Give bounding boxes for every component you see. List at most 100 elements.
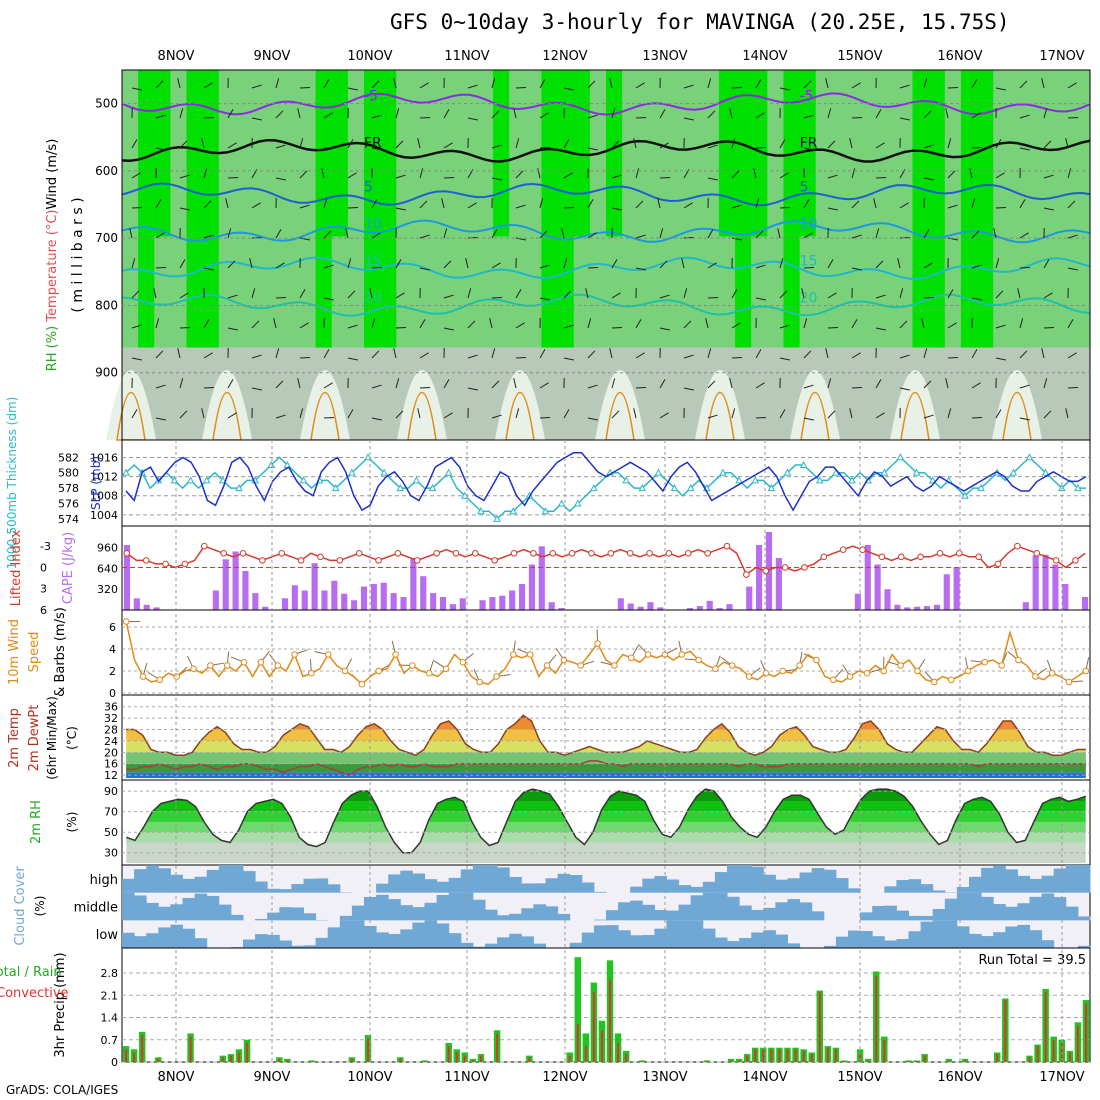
wind-speed-line-marker [409, 662, 416, 669]
cloud-cell [872, 936, 885, 948]
rh-cell [880, 236, 897, 348]
rh-cell [848, 70, 865, 237]
wind-barb [1019, 147, 1030, 151]
rh-cell [622, 70, 639, 237]
precip-convective-bar [625, 1054, 628, 1062]
cloud-cell [775, 902, 788, 921]
rh-cell [589, 236, 607, 348]
cape-bar [489, 597, 496, 610]
thickness-line-marker [331, 484, 340, 492]
cape-bar [953, 567, 960, 610]
wind-barb [825, 78, 829, 89]
wind-barb [179, 378, 184, 389]
wind-barb [801, 288, 805, 299]
cloud-cell [775, 934, 788, 948]
cloud-cell [884, 886, 897, 893]
wind-barb [923, 348, 928, 359]
precip-convective-bar [463, 1055, 466, 1062]
cape-tick-label: 960 [97, 542, 118, 555]
wind-speed-line-marker [779, 667, 787, 675]
chart-title: GFS 0~10day 3-hourly for MAVINGA (20.25E… [390, 10, 1010, 34]
wind-barb [635, 200, 644, 209]
thickness-line-marker [719, 468, 727, 476]
wind-barb [153, 288, 157, 299]
wind-barb [945, 108, 949, 119]
dry-plume [890, 370, 940, 440]
cloud-cell [545, 906, 559, 921]
cloud-cell [497, 937, 510, 948]
cloud-cell [727, 865, 740, 893]
wind-speed-line-marker [476, 678, 484, 686]
lifted-index-line-marker [220, 549, 227, 557]
top-day-label: 14NOV [742, 49, 787, 64]
lifted-index-line-marker [1052, 557, 1060, 564]
wind-frame [121, 609, 1091, 696]
precip-convective-bar [423, 1061, 426, 1062]
wind-barb [539, 382, 549, 389]
bottom-day-label: 13NOV [642, 1070, 687, 1085]
temp-band [126, 772, 1086, 778]
cloud-cell [969, 933, 982, 948]
wind-barb [1043, 378, 1048, 389]
slp-line [125, 452, 1087, 512]
wind-barb [1041, 348, 1045, 359]
wind-speed-line-marker [897, 662, 904, 669]
wind-speed-line-marker [1031, 673, 1039, 680]
cape-bar [923, 606, 931, 610]
cloud-cell [654, 910, 667, 921]
wind-barb [947, 138, 952, 149]
isotherm-line [121, 138, 1091, 163]
cape-bar [518, 584, 526, 610]
wind-barb [347, 324, 358, 329]
cloud-cell [158, 868, 171, 893]
slp-frame [121, 439, 1091, 527]
thickness-line-marker [977, 484, 985, 492]
wind-barb [465, 258, 469, 269]
rh-tick-label: 30 [104, 847, 118, 860]
cloud-cell [823, 869, 837, 893]
wind-speed-line-marker [981, 658, 989, 666]
lifted-index-line-marker [704, 549, 711, 557]
rh-cell [476, 236, 494, 348]
cloud-cell [1041, 875, 1055, 893]
cloud-cell [908, 931, 922, 948]
wind-barb [513, 378, 517, 389]
wind-barb [995, 290, 1004, 299]
rh-cell [347, 236, 365, 348]
wind-barb [249, 258, 253, 269]
cape-bar [281, 598, 289, 610]
wind-speed-line-marker [375, 667, 383, 675]
wind-barb [443, 412, 453, 419]
cloud-cell [763, 874, 776, 893]
precip-convective-bar [641, 1061, 644, 1062]
wind-barb [539, 297, 550, 301]
wind-speed-line-marker [324, 651, 332, 658]
cloud-level-label: middle [74, 901, 118, 916]
cloud-cell [714, 937, 728, 948]
rh-cell [686, 236, 704, 348]
wind-barb [347, 409, 354, 419]
rh-cell [493, 70, 510, 237]
wind-barb [155, 80, 164, 89]
dry-plume [992, 370, 1042, 440]
cloud-cell [291, 884, 304, 893]
wind-barb [515, 408, 520, 419]
rh-cell [960, 236, 978, 348]
lifted-index-line-marker [142, 557, 150, 564]
cloud-cell [956, 926, 970, 948]
precip-convective-bar [609, 979, 612, 1062]
wind-barb [587, 147, 598, 151]
lifted-index-line-marker [200, 542, 208, 550]
pressure-tick-label: 500 [95, 97, 118, 111]
cloud-cell [630, 935, 643, 948]
cape-bar [341, 593, 348, 610]
wind-barb [635, 352, 645, 359]
slp-tick-label: 1004 [90, 509, 118, 522]
cloud-cell [400, 905, 413, 921]
wind-barb [947, 408, 952, 419]
wind-barb [201, 408, 205, 419]
cape-bar [637, 606, 644, 610]
cloud-cell [122, 878, 135, 893]
wind-barb [491, 380, 500, 389]
wind-barb [611, 410, 620, 419]
